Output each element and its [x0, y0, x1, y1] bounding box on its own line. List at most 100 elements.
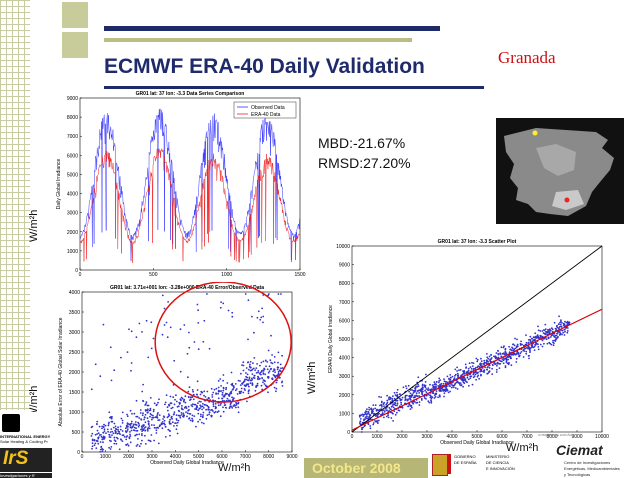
data-point — [256, 382, 259, 385]
data-point — [183, 414, 185, 416]
data-point — [219, 404, 222, 406]
data-point — [280, 367, 282, 370]
data-point — [391, 397, 393, 400]
data-point — [141, 331, 143, 333]
data-point — [235, 406, 237, 409]
identity-line — [351, 245, 603, 433]
x-tick-label: 8000 — [263, 454, 274, 460]
data-point — [394, 401, 396, 404]
data-point — [527, 342, 530, 345]
data-point — [165, 394, 168, 397]
data-point — [176, 421, 179, 424]
data-point — [247, 383, 250, 385]
data-point — [91, 447, 93, 450]
data-point — [449, 385, 451, 387]
data-point — [214, 405, 217, 408]
data-point — [202, 340, 205, 343]
data-point — [234, 389, 237, 392]
data-point — [100, 434, 102, 436]
irs-logo-text: IrS — [3, 448, 29, 469]
data-point — [475, 378, 477, 381]
data-point — [480, 360, 483, 363]
data-point — [176, 432, 179, 435]
data-point — [372, 422, 375, 424]
y-tick-label: 9000 — [339, 263, 350, 269]
data-point — [528, 354, 530, 357]
data-point — [393, 391, 396, 394]
data-point — [199, 418, 201, 421]
data-point — [495, 371, 498, 373]
data-point — [194, 408, 196, 410]
data-point — [279, 363, 282, 366]
data-point — [471, 361, 473, 364]
data-point — [231, 388, 234, 391]
data-point — [147, 420, 150, 423]
data-point — [470, 375, 473, 378]
data-point — [244, 293, 247, 295]
data-point — [454, 387, 457, 389]
data-point — [434, 387, 436, 390]
data-point — [449, 379, 452, 381]
data-point — [211, 396, 214, 398]
data-point — [142, 429, 145, 432]
data-point — [231, 407, 234, 409]
data-point — [191, 396, 194, 399]
data-point — [238, 390, 241, 393]
data-point — [102, 441, 104, 444]
station-marker-granada — [564, 197, 570, 203]
data-point — [96, 440, 99, 443]
data-point — [175, 419, 178, 421]
data-point — [189, 398, 192, 401]
data-point — [128, 328, 130, 331]
data-point — [277, 366, 279, 369]
data-point — [242, 361, 245, 364]
y-tick-label: 3000 — [339, 374, 350, 380]
data-point — [126, 430, 129, 432]
series-line-era40 — [79, 148, 300, 263]
data-point — [486, 368, 488, 371]
data-point — [178, 414, 181, 417]
data-point — [545, 338, 548, 341]
data-point — [406, 399, 409, 402]
data-point — [449, 374, 452, 376]
data-point — [261, 369, 263, 372]
unit-label-scatter-y: W/m²h — [306, 361, 318, 394]
ciemat-sub-1: Centro de Investigaciones — [564, 460, 611, 465]
data-point — [213, 388, 216, 391]
data-point — [488, 367, 491, 369]
data-point — [219, 378, 222, 380]
y-tick-label: 8000 — [67, 115, 78, 121]
data-point — [112, 426, 115, 429]
data-point — [374, 407, 377, 410]
data-point — [126, 428, 129, 430]
x-tick-label: 4000 — [446, 434, 457, 440]
chart-title: GR01 lat: 3.71e+001 lon: -3.28e+000 ERA-… — [110, 285, 264, 291]
left-logo-block: INTERNATIONAL ENERGY Solar Heating & Coo… — [0, 412, 52, 478]
data-point — [365, 410, 367, 413]
data-point — [150, 321, 153, 324]
data-point — [552, 339, 554, 342]
data-point — [251, 378, 254, 381]
data-point — [217, 380, 220, 382]
data-point — [386, 394, 388, 397]
data-point — [453, 377, 456, 379]
data-point — [537, 335, 539, 338]
data-point — [96, 420, 99, 423]
data-point — [157, 442, 160, 445]
data-point — [200, 415, 202, 418]
data-point — [133, 426, 136, 429]
data-point — [247, 338, 249, 341]
data-point — [195, 425, 197, 428]
y-axis-label: ERA40 Daily Global Irradiance — [328, 305, 334, 373]
data-point — [421, 383, 424, 386]
data-point — [146, 404, 149, 407]
data-point — [161, 294, 164, 297]
data-point — [212, 410, 214, 412]
irs-logo: IrS — [0, 448, 52, 472]
data-point — [109, 436, 112, 438]
data-point — [203, 403, 206, 406]
data-point — [202, 402, 204, 405]
data-point — [121, 430, 124, 432]
data-point — [430, 401, 433, 404]
data-point — [541, 330, 544, 332]
